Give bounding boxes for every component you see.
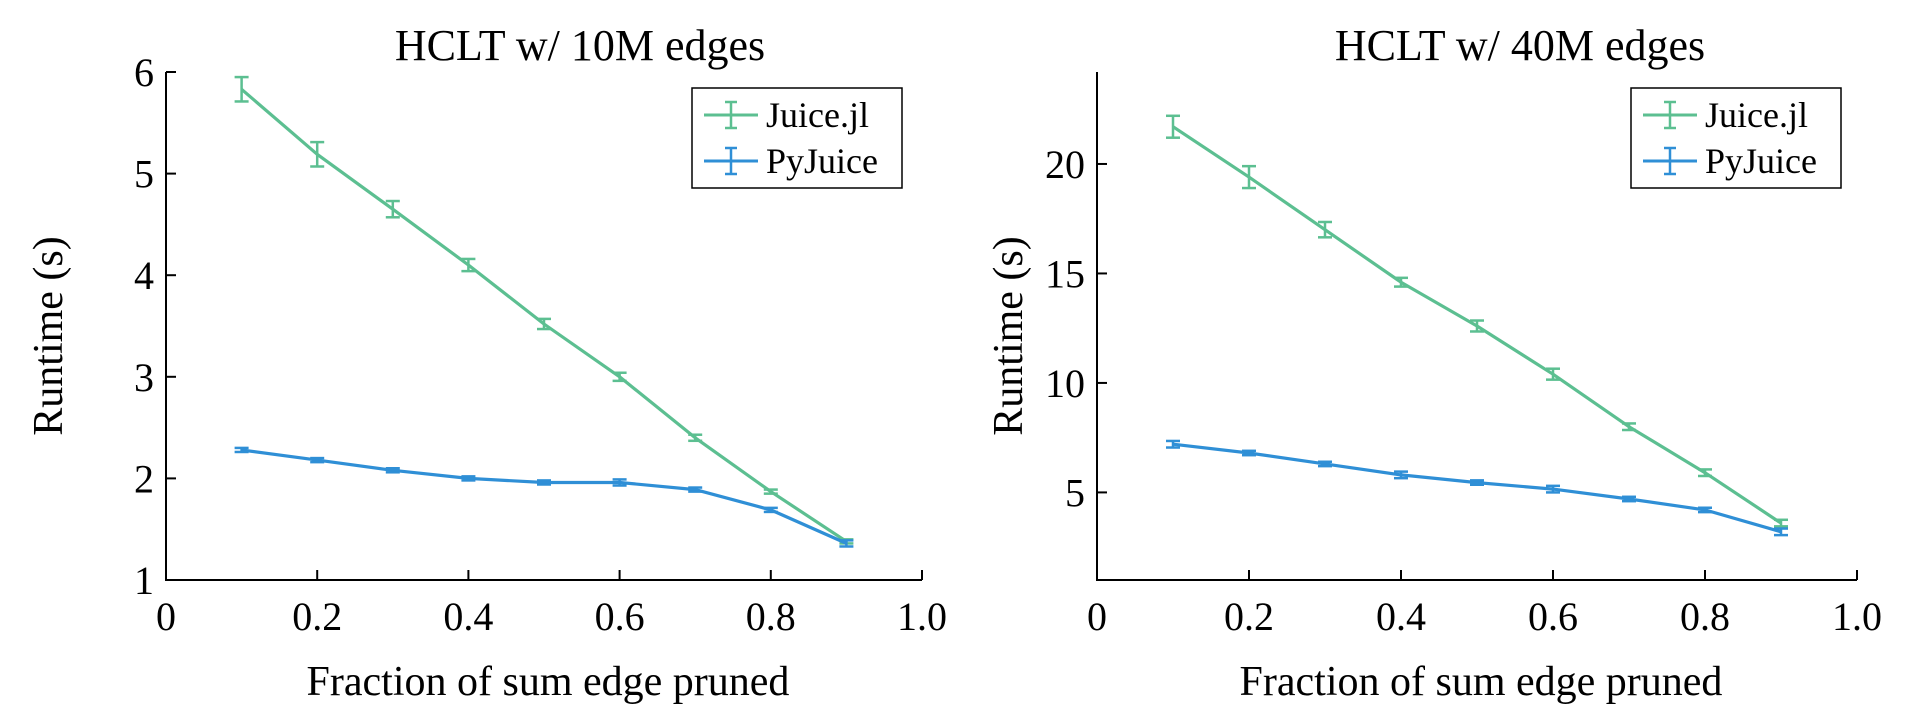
data-point	[1318, 220, 1332, 239]
chart-40m-edges: 5 10 15 20 0 0.2 0.4 0.6 0.8 1.0 HCLT w/ 40M edges…	[986, 21, 1882, 705]
x-tick-label: 0.6	[1528, 594, 1578, 639]
x-tick-label: 0.8	[1680, 594, 1730, 639]
data-point	[1166, 114, 1180, 139]
legend-label: PyJuice	[1705, 141, 1817, 181]
y-tick-label: 2	[134, 456, 154, 501]
y-tick-label: 5	[134, 152, 154, 197]
x-tick-label: 0.2	[1224, 594, 1274, 639]
data-point	[1242, 164, 1256, 190]
series-line-pyjuice	[1172, 442, 1782, 534]
y-tick-label: 20	[1045, 142, 1085, 187]
x-tick-label: 0.8	[746, 594, 796, 639]
y-tick-label: 15	[1045, 251, 1085, 296]
data-point	[688, 433, 703, 443]
x-tick-label: 0.2	[292, 594, 342, 639]
y-tick-label: 4	[134, 253, 154, 298]
data-point	[1622, 422, 1636, 432]
data-point	[763, 488, 778, 495]
legend-item: Juice.jl	[1643, 95, 1808, 135]
data-point	[234, 75, 249, 103]
y-tick-label: 3	[134, 355, 154, 400]
data-point	[839, 539, 854, 548]
legend-label: Juice.jl	[766, 95, 869, 135]
data-point	[1470, 479, 1484, 486]
data-point	[310, 456, 325, 464]
series-line-pyjuice	[241, 448, 848, 545]
chart-panel-right: 5 10 15 20 0 0.2 0.4 0.6 0.8 1.0 HCLT w/ 40M edges…	[960, 0, 1920, 719]
y-axis-label: Runtime (s)	[986, 236, 1032, 435]
legend-label: Juice.jl	[1705, 95, 1808, 135]
data-point	[385, 199, 400, 219]
x-tick-label: 0.4	[443, 594, 493, 639]
legend-label: PyJuice	[766, 141, 878, 181]
chart-title: HCLT w/ 10M edges	[395, 21, 765, 70]
data-point	[1166, 439, 1180, 449]
data-point	[461, 475, 476, 482]
legend-item: PyJuice	[704, 141, 878, 181]
data-point	[537, 479, 551, 486]
data-point	[1774, 527, 1788, 537]
x-tick-label: 1.0	[897, 594, 947, 639]
y-axis-label: Runtime (s)	[26, 236, 72, 435]
legend-item: PyJuice	[1643, 141, 1817, 181]
data-point	[1470, 319, 1484, 333]
legend-item: Juice.jl	[704, 95, 869, 135]
data-point	[1698, 506, 1712, 514]
data-point	[1546, 484, 1560, 494]
y-tick-label: 6	[134, 50, 154, 95]
x-tick-label: 0.4	[1376, 594, 1426, 639]
data-point	[612, 478, 627, 487]
data-point	[1242, 449, 1256, 457]
legend: Juice.jl PyJuice	[1630, 87, 1842, 189]
data-point	[537, 317, 551, 331]
data-point	[1774, 518, 1788, 528]
data-point	[385, 466, 400, 474]
data-point	[763, 506, 778, 514]
chart-10m-edges: 1 2 3 4 5 6 0 0.2 0.4 0.6 0.8 1.0 HCLT w/ 10M edges F…	[26, 21, 947, 705]
legend-box	[1630, 87, 1842, 189]
y-tick-label: 1	[134, 558, 154, 603]
data-point	[1318, 460, 1332, 468]
data-point	[234, 446, 249, 454]
data-point	[1622, 495, 1636, 503]
x-tick-label: 0	[1087, 594, 1107, 639]
x-tick-label: 0.6	[595, 594, 645, 639]
legend-box	[691, 87, 903, 189]
x-axis-label: Fraction of sum edge pruned	[1240, 659, 1723, 705]
data-point	[1546, 367, 1560, 381]
y-tick-label: 5	[1065, 470, 1085, 515]
data-point	[461, 257, 476, 273]
x-tick-label: 0	[156, 594, 176, 639]
x-axis-label: Fraction of sum edge pruned	[307, 659, 790, 705]
data-point	[1394, 470, 1408, 480]
data-point	[1394, 276, 1408, 288]
y-tick-label: 10	[1045, 361, 1085, 406]
data-point	[1698, 468, 1712, 478]
x-tick-label: 1.0	[1832, 594, 1882, 639]
data-point	[688, 486, 703, 493]
chart-panel-left: 1 2 3 4 5 6 0 0.2 0.4 0.6 0.8 1.0 HCLT w/ 10M edges F…	[26, 21, 947, 705]
data-point	[310, 140, 325, 168]
data-point	[612, 371, 627, 383]
chart-title: HCLT w/ 40M edges	[1335, 21, 1705, 70]
legend: Juice.jl PyJuice	[691, 87, 903, 189]
